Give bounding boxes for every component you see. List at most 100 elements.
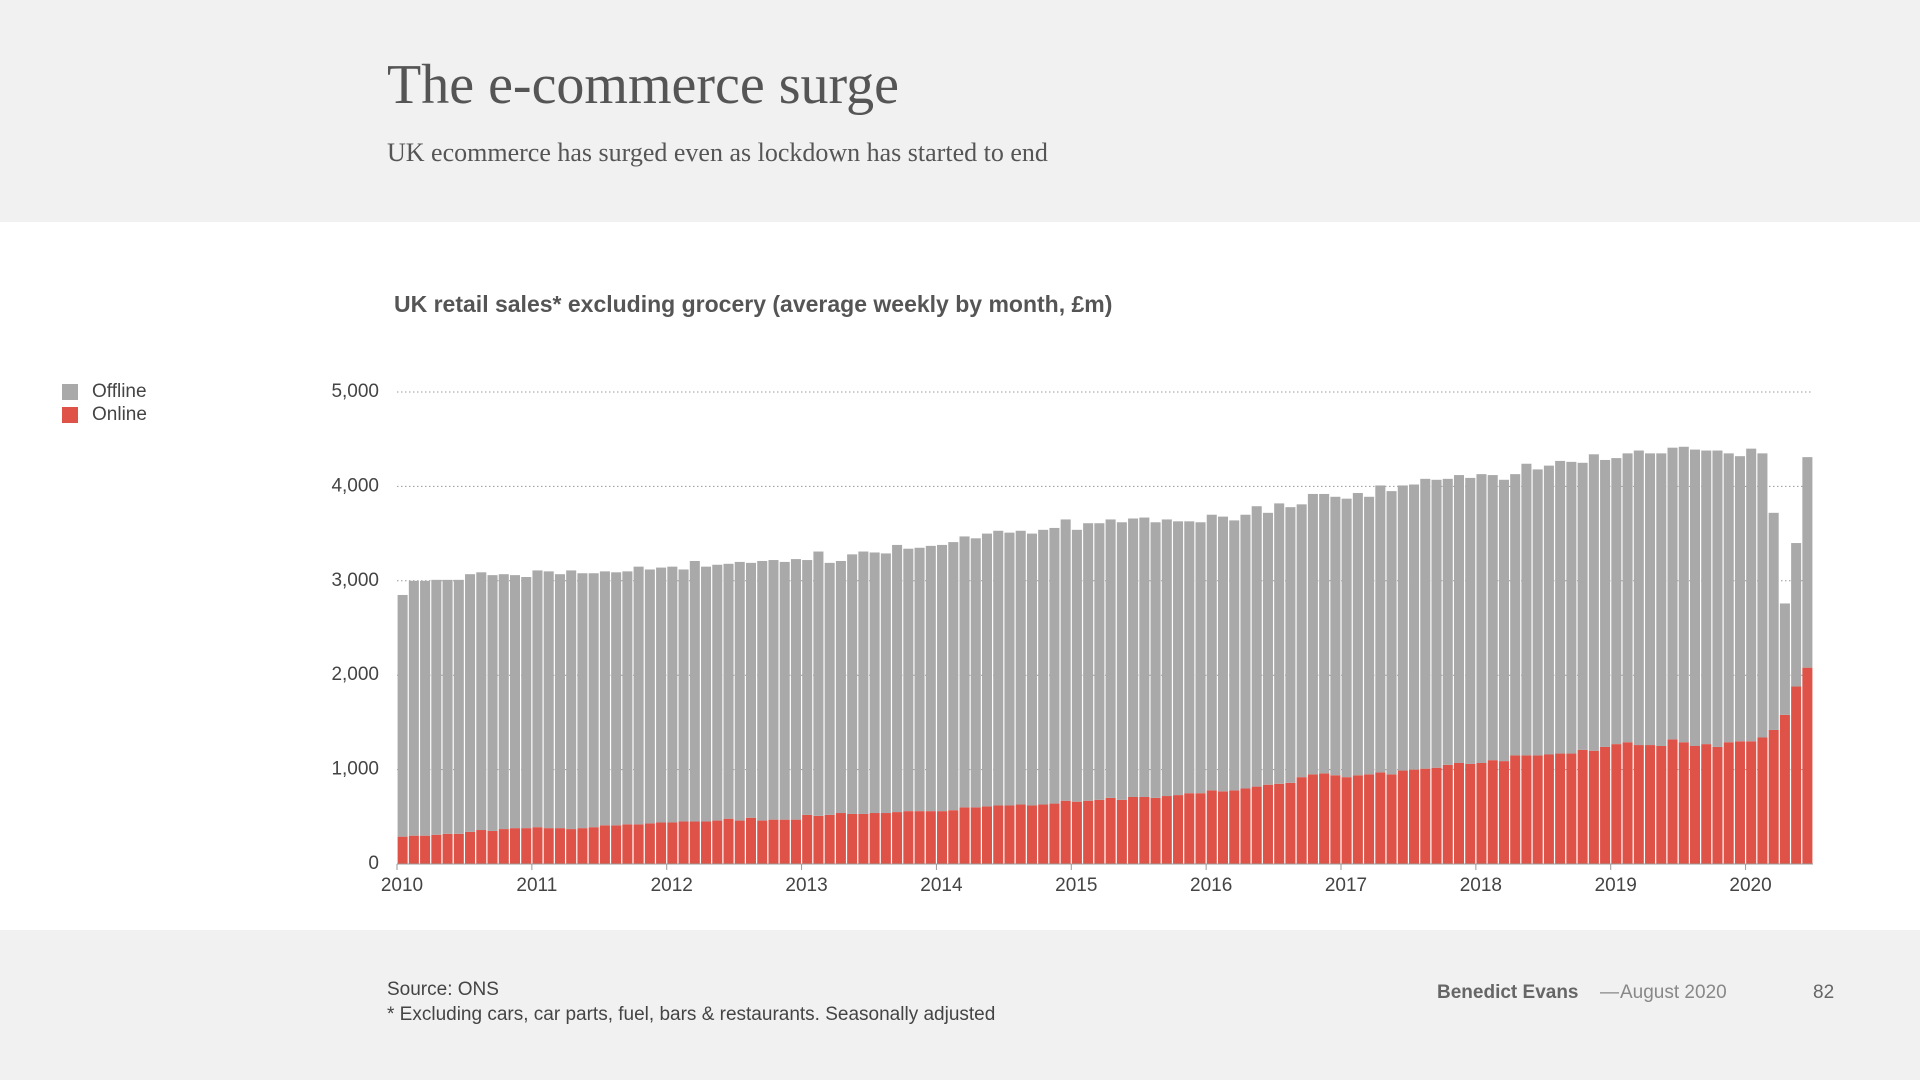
bar-segment [802,560,813,815]
bar-segment [1296,777,1307,864]
bar-segment [1229,520,1240,791]
bar-segment [1588,750,1599,864]
bar-segment [1734,741,1745,864]
bar-segment [1386,774,1397,864]
y-tick-label: 5,000 [331,381,379,402]
bar-segment [745,817,757,864]
bar-segment [1667,447,1678,740]
bar-segment [1532,469,1543,756]
bar-segment [1071,529,1082,802]
bar-segment [1173,795,1184,864]
bar-segment [476,830,487,864]
bar-segment [1397,485,1408,771]
y-tick-label: 4,000 [331,475,379,496]
bar-segment [622,571,633,825]
bar-segment [1420,768,1431,864]
bar-segment [1060,800,1071,864]
bar-segment [1217,791,1229,864]
bar-segment [1768,729,1779,864]
x-tick-label: 2016 [1190,875,1232,896]
bar-segment [1060,519,1071,801]
bar-segment [453,833,464,864]
bar-segment [1465,763,1476,864]
bar-segment [858,551,869,814]
bar-segment [1633,450,1644,746]
bar-segment [813,551,824,816]
bar-segment [1330,496,1341,776]
bar-segment [1038,804,1049,864]
bar-segment [1701,450,1712,745]
bar-segment [1689,746,1701,864]
bar-segment [1645,453,1656,746]
bar-segment [757,560,768,821]
bar-segment [1600,746,1611,864]
bar-segment [1689,449,1701,746]
bar-segment [408,835,419,864]
bar-segment [1262,784,1273,864]
bar-segment [948,810,959,864]
bar-segment [981,806,993,864]
x-tick-label: 2011 [516,875,557,896]
bar-segment [892,812,903,864]
bar-segment [701,821,712,864]
bar-segment [1274,783,1285,864]
bar-segment [577,828,588,864]
bar-segment [1195,522,1206,794]
bar-segment [802,814,813,864]
bar-segment [442,833,453,864]
bar-segment [1465,477,1476,764]
bar-segment [701,566,712,822]
bar-segment [599,825,610,864]
bar-segment [1442,764,1453,864]
bar-segment [1487,475,1498,761]
bar-segment [1139,796,1150,864]
bar-segment [1487,760,1498,864]
bar-segment [1128,518,1139,797]
separator: — [1600,982,1619,1003]
subtitle: UK ecommerce has surged even as lockdown… [387,138,1048,167]
bar-segment [1105,797,1116,864]
x-tick-label: 2013 [785,875,827,896]
bar-segment [689,821,700,864]
bar-segment [1375,772,1386,864]
bar-segment [914,811,925,864]
y-tick-label: 2,000 [331,664,379,685]
date: August 2020 [1620,982,1727,1003]
bar-segment [1498,479,1509,762]
bar-segment [1319,773,1330,864]
x-tick-label: 2012 [651,875,693,896]
note: * Excluding cars, car parts, fuel, bars … [387,1004,995,1025]
bar-segment [487,830,498,864]
bar-segment [1779,603,1790,715]
bar-segment [712,564,723,821]
bar-segment [1532,755,1543,864]
bar-segment [678,821,689,864]
bar-segment [734,561,745,821]
bar-segment [847,813,858,864]
bar-segment [1004,532,1015,806]
bar-segment [656,822,667,864]
bar-segment [1049,803,1060,864]
bar-segment [1577,462,1588,750]
bar-segment [1453,762,1465,864]
bar-segment [1217,516,1229,792]
bar-segment [1161,796,1172,864]
bar-segment [667,822,678,864]
bar-segment [633,824,644,864]
bar-segment [1083,800,1094,864]
bar-segment [1566,753,1577,864]
author: Benedict Evans [1437,982,1579,1003]
x-tick-label: 2010 [381,875,423,896]
chart-title: UK retail sales* excluding grocery (aver… [394,291,1112,317]
bar-segment [1184,521,1195,794]
bar-segment [1712,746,1723,864]
legend-label: Online [92,404,147,425]
bar-segment [903,548,914,812]
bar-segment [1543,754,1554,864]
bar-segment [1588,454,1599,751]
bar-segment [880,553,891,814]
bar-segment [1083,523,1094,801]
bar-segment [1307,493,1318,775]
bar-segment [835,813,846,864]
